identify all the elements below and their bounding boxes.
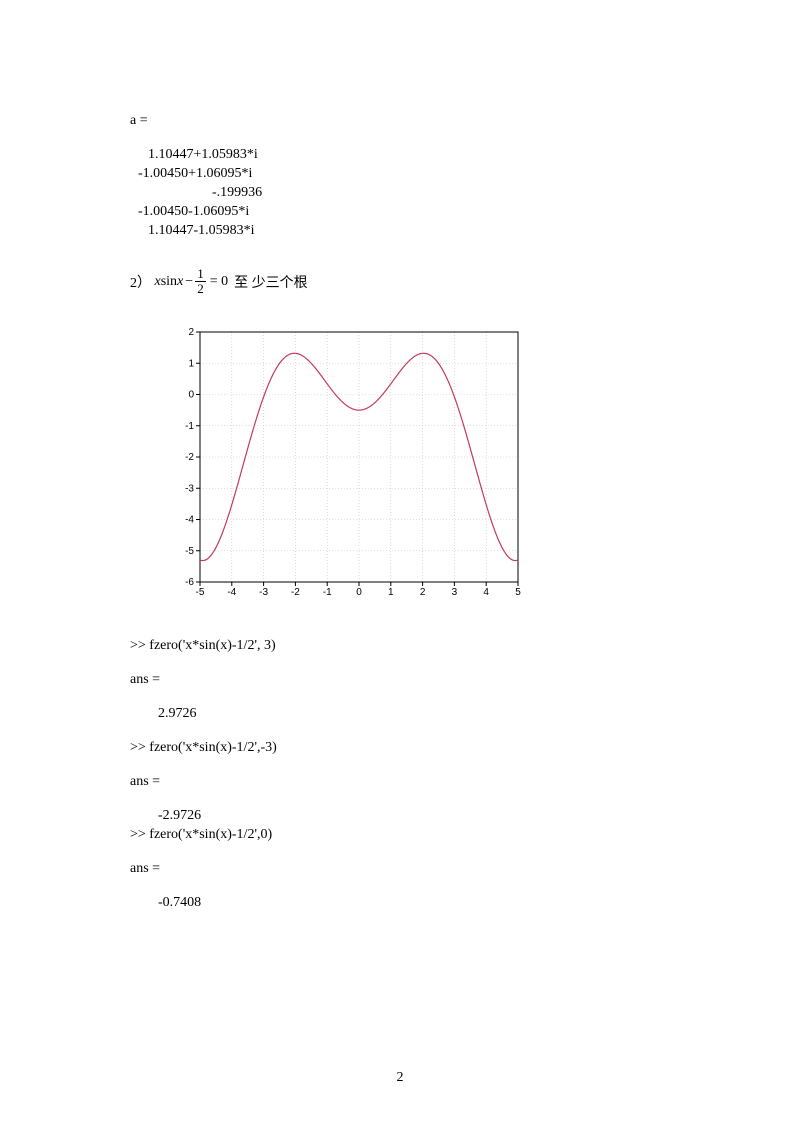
svg-text:-4: -4 (227, 587, 236, 598)
ans-label-1: ans = (130, 672, 670, 688)
a-value-3: -.199936 (130, 185, 670, 201)
a-label: a = (130, 113, 670, 129)
svg-text:-5: -5 (196, 587, 205, 598)
svg-text:3: 3 (452, 587, 458, 598)
equation-2: 2） xsinx − 1 2 = 0 至 少三个根 (130, 267, 670, 296)
a-value-4: -1.00450-1.06095*i (130, 204, 670, 220)
svg-text:1: 1 (188, 358, 194, 369)
ans-value-3: -0.7408 (130, 895, 670, 911)
svg-text:-5: -5 (185, 546, 194, 557)
a-value-1: 1.10447+1.05983*i (130, 147, 670, 163)
svg-text:1: 1 (388, 587, 394, 598)
svg-text:2: 2 (188, 327, 194, 338)
ans-label-2: ans = (130, 774, 670, 790)
matlab-cmd-3: >> fzero('x*sin(x)-1/2',0) (130, 827, 670, 843)
svg-text:0: 0 (188, 390, 194, 401)
svg-text:0: 0 (356, 587, 362, 598)
svg-text:-4: -4 (185, 515, 194, 526)
svg-text:2: 2 (420, 587, 426, 598)
svg-text:-2: -2 (185, 452, 194, 463)
svg-text:-3: -3 (185, 483, 194, 494)
svg-text:-1: -1 (185, 421, 194, 432)
a-value-5: 1.10447-1.05983*i (130, 223, 670, 239)
svg-text:-1: -1 (323, 587, 332, 598)
function-plot: -5-4-3-2-1012345-6-5-4-3-2-1012 (170, 326, 522, 598)
matlab-cmd-1: >> fzero('x*sin(x)-1/2', 3) (130, 638, 670, 654)
svg-text:5: 5 (515, 587, 521, 598)
ans-label-3: ans = (130, 861, 670, 877)
svg-text:-6: -6 (185, 577, 194, 588)
svg-text:-2: -2 (291, 587, 300, 598)
ans-value-2: -2.9726 (130, 808, 670, 824)
ans-value-1: 2.9726 (130, 706, 670, 722)
a-value-2: -1.00450+1.06095*i (130, 166, 670, 182)
svg-text:-3: -3 (259, 587, 268, 598)
page-number: 2 (0, 1070, 800, 1086)
svg-text:4: 4 (483, 587, 489, 598)
matlab-cmd-2: >> fzero('x*sin(x)-1/2',-3) (130, 740, 670, 756)
